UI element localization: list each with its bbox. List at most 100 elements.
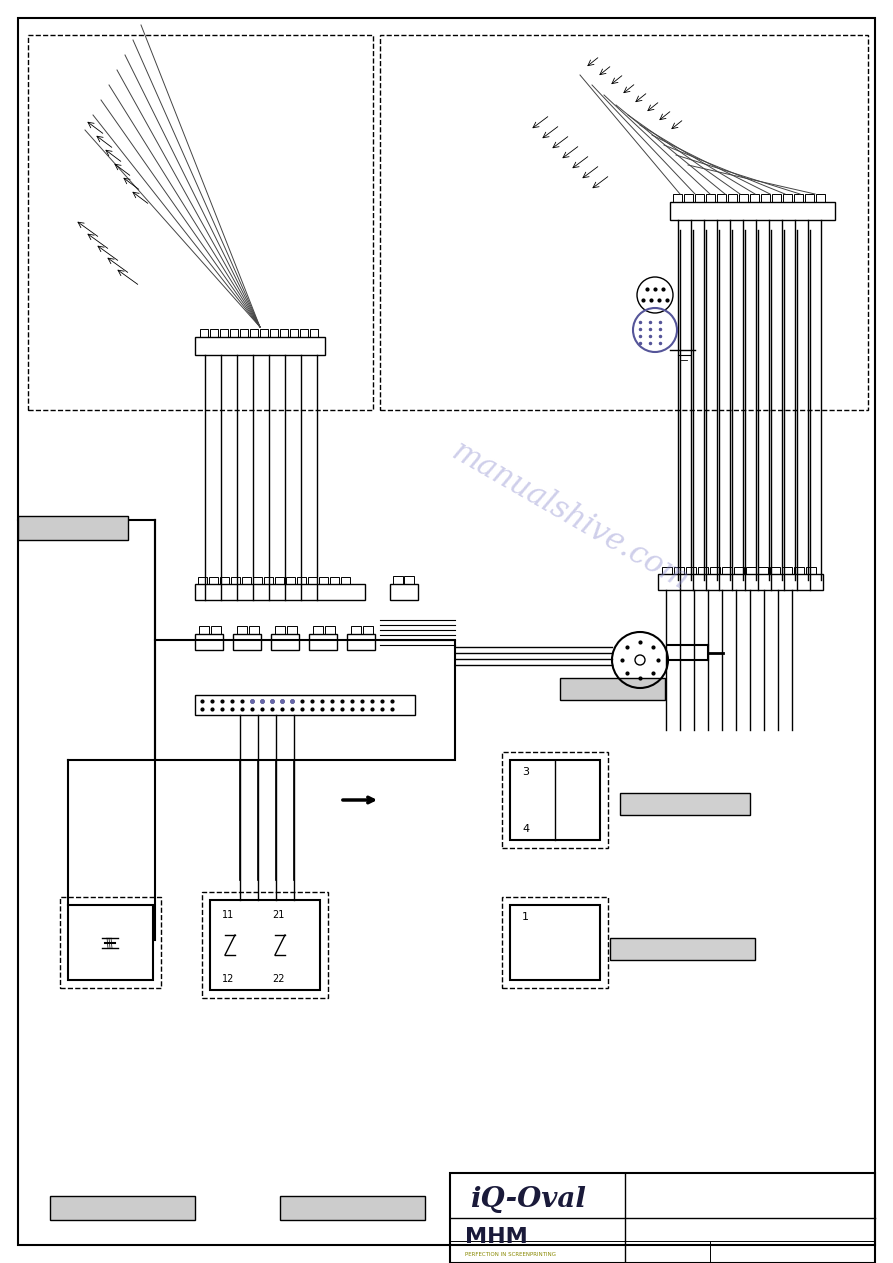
Bar [50, 1196, 195, 1220]
Bar [695, 195, 704, 202]
Bar [684, 195, 693, 202]
Bar [710, 567, 720, 573]
Bar [325, 626, 335, 634]
Bar [761, 195, 770, 202]
Bar [390, 584, 418, 600]
Text: 21: 21 [272, 911, 284, 919]
Bar [309, 634, 337, 650]
Bar [249, 626, 259, 634]
Bar [313, 626, 323, 634]
Bar [280, 1196, 425, 1220]
Bar [330, 577, 339, 584]
Bar [662, 567, 672, 573]
Bar [68, 906, 153, 980]
Bar [363, 626, 373, 634]
Bar [450, 1173, 875, 1263]
Bar [240, 328, 248, 337]
Bar [380, 35, 868, 410]
Bar [670, 202, 835, 220]
Bar [195, 337, 325, 355]
Bar [271, 634, 299, 650]
Bar [658, 573, 823, 590]
Bar [782, 567, 792, 573]
Bar [195, 695, 415, 715]
Bar [233, 634, 261, 650]
Bar [347, 634, 375, 650]
Bar [510, 906, 600, 980]
Bar [209, 577, 218, 584]
Bar [502, 751, 608, 847]
Bar [610, 938, 755, 960]
Bar [698, 567, 708, 573]
Text: manualshive.com: manualshive.com [446, 436, 694, 597]
Bar [805, 195, 814, 202]
Bar [310, 328, 318, 337]
Bar [270, 328, 278, 337]
Bar [351, 626, 361, 634]
Bar [772, 195, 781, 202]
Bar [286, 577, 295, 584]
Bar [722, 567, 732, 573]
Bar [155, 640, 455, 760]
Bar [290, 328, 298, 337]
Bar [280, 328, 288, 337]
Bar [674, 567, 684, 573]
Bar [210, 328, 218, 337]
Bar [783, 195, 792, 202]
Bar [673, 195, 682, 202]
Bar [746, 567, 756, 573]
Bar [404, 576, 414, 584]
Text: MHM: MHM [465, 1228, 528, 1247]
Bar [260, 328, 268, 337]
Bar [686, 567, 696, 573]
Bar [28, 35, 373, 410]
Bar [739, 195, 748, 202]
Bar [620, 793, 750, 815]
Bar [237, 626, 247, 634]
Text: 22: 22 [272, 974, 285, 984]
Bar [287, 626, 297, 634]
Bar [319, 577, 328, 584]
Text: 12: 12 [222, 974, 234, 984]
Text: 11: 11 [222, 911, 234, 919]
Bar [806, 567, 816, 573]
Bar [220, 328, 228, 337]
Bar [200, 328, 208, 337]
Bar [341, 577, 350, 584]
Bar [510, 760, 600, 840]
Bar [728, 195, 737, 202]
Bar [242, 577, 251, 584]
Bar [297, 577, 306, 584]
Bar [717, 195, 726, 202]
Text: 4: 4 [522, 823, 530, 834]
Bar [393, 576, 403, 584]
Bar [18, 517, 128, 541]
Bar [794, 195, 803, 202]
Bar [275, 626, 285, 634]
Text: 1: 1 [522, 912, 529, 922]
Bar [706, 195, 715, 202]
Bar [816, 195, 825, 202]
Text: PERFECTION IN SCREENPRINTING: PERFECTION IN SCREENPRINTING [465, 1252, 556, 1257]
Bar [220, 577, 229, 584]
Bar [734, 567, 744, 573]
Bar [198, 577, 207, 584]
Bar [195, 584, 365, 600]
Bar [231, 577, 240, 584]
Bar [211, 626, 221, 634]
Bar [750, 195, 759, 202]
Bar [300, 328, 308, 337]
Bar [275, 577, 284, 584]
Bar [770, 567, 780, 573]
Bar [230, 328, 238, 337]
Bar [560, 678, 665, 700]
Bar [202, 892, 328, 998]
Bar [264, 577, 273, 584]
Bar [794, 567, 804, 573]
Text: 3: 3 [522, 767, 529, 777]
Bar [253, 577, 262, 584]
Bar [60, 897, 161, 988]
Bar [758, 567, 768, 573]
Bar [210, 901, 320, 990]
Bar [195, 634, 223, 650]
